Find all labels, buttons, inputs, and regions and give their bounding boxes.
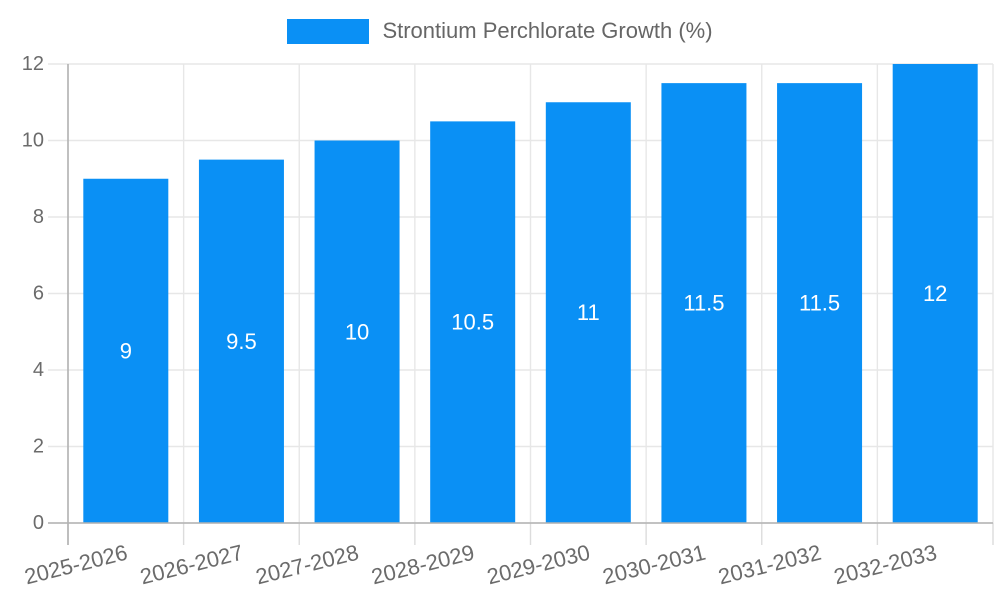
x-axis-tick-label: 2026-2027: [138, 540, 246, 590]
y-axis-tick-label: 10: [22, 130, 44, 152]
x-axis-tick-label: 2031-2032: [716, 540, 824, 590]
bar[interactable]: [83, 178, 169, 523]
bar-value-label: 11.5: [799, 291, 840, 316]
bar[interactable]: [661, 83, 747, 523]
bar-value-label: 11.5: [683, 291, 724, 316]
x-axis-tick-label: 2029-2030: [484, 540, 592, 590]
bar[interactable]: [777, 83, 863, 523]
x-axis-tick-label: 2032-2033: [831, 540, 939, 590]
x-axis-tick-label: 2027-2028: [253, 540, 361, 590]
x-axis-tick-label: 2025-2026: [22, 540, 130, 590]
y-axis-tick-label: 4: [33, 359, 44, 381]
bar-value-label: 9.5: [226, 329, 257, 354]
y-axis-tick-label: 8: [33, 206, 44, 228]
bar-value-label: 12: [923, 281, 947, 306]
y-axis-tick-label: 0: [33, 512, 44, 534]
bar[interactable]: [314, 140, 400, 524]
bar[interactable]: [545, 102, 631, 523]
x-axis-tick-label: 2028-2029: [369, 540, 477, 590]
bar-value-label: 9: [120, 338, 132, 363]
bar-value-label: 10: [345, 319, 369, 344]
y-axis-tick-label: 6: [33, 283, 44, 305]
bar[interactable]: [892, 64, 978, 523]
y-axis-tick-label: 12: [22, 53, 44, 75]
bar-value-label: 10.5: [451, 310, 494, 335]
legend-swatch: [287, 18, 370, 44]
bar[interactable]: [430, 121, 516, 523]
legend-label: Strontium Perchlorate Growth (%): [382, 18, 713, 43]
chart-legend: Strontium Perchlorate Growth (%): [0, 18, 1000, 44]
bar-value-label: 11: [577, 300, 600, 325]
bar[interactable]: [198, 159, 284, 523]
x-axis-tick-label: 2030-2031: [600, 540, 708, 590]
y-axis-tick-label: 2: [33, 436, 44, 458]
legend-item[interactable]: Strontium Perchlorate Growth (%): [287, 18, 713, 44]
